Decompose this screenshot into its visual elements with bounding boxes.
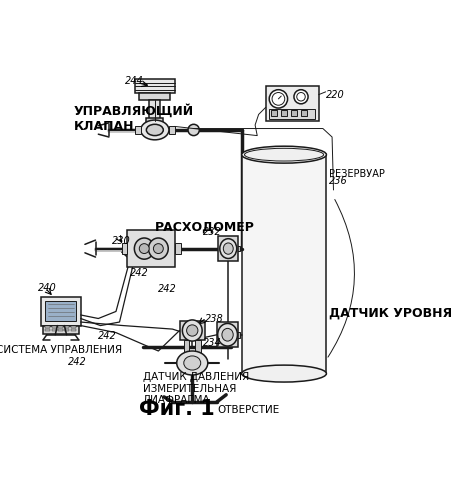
Text: 242: 242 — [98, 330, 117, 340]
Text: 230: 230 — [111, 236, 130, 246]
Text: ОТВЕРСТИЕ: ОТВЕРСТИЕ — [216, 406, 279, 415]
Ellipse shape — [221, 328, 233, 341]
Bar — [216, 322, 238, 347]
Bar — [300, 110, 306, 116]
Ellipse shape — [241, 365, 326, 382]
Text: УПРАВЛЯЮЩИЙ
КЛАПАН: УПРАВЛЯЮЩИЙ КЛАПАН — [74, 104, 193, 132]
Ellipse shape — [219, 238, 236, 258]
Bar — [135, 79, 174, 93]
Bar — [58, 326, 63, 328]
Ellipse shape — [146, 124, 163, 136]
Bar — [42, 326, 79, 334]
Ellipse shape — [293, 90, 308, 104]
Ellipse shape — [188, 124, 199, 136]
Ellipse shape — [241, 146, 326, 163]
Bar — [149, 100, 160, 121]
Ellipse shape — [296, 92, 304, 101]
Bar — [135, 126, 140, 134]
Text: 240: 240 — [38, 283, 57, 293]
Text: 234: 234 — [202, 338, 221, 348]
Bar — [41, 298, 80, 326]
Bar — [265, 86, 318, 122]
Text: 244: 244 — [125, 76, 143, 86]
Text: ДАТЧИК УРОВНЯ: ДАТЧИК УРОВНЯ — [328, 306, 451, 320]
Bar — [290, 110, 296, 116]
Bar — [169, 126, 174, 134]
Bar — [146, 118, 163, 125]
Bar — [179, 320, 204, 340]
Ellipse shape — [269, 90, 287, 108]
Bar — [269, 109, 314, 118]
Bar — [241, 154, 326, 374]
Text: РАСХОДОМЕР: РАСХОДОМЕР — [155, 220, 254, 234]
Bar — [71, 329, 76, 331]
Ellipse shape — [272, 92, 284, 105]
Ellipse shape — [217, 324, 237, 346]
Text: 242: 242 — [158, 284, 177, 294]
Text: 232: 232 — [202, 228, 221, 237]
Bar — [71, 326, 76, 328]
Bar — [236, 246, 239, 252]
Bar — [51, 326, 56, 328]
Ellipse shape — [182, 320, 202, 341]
Ellipse shape — [176, 351, 207, 375]
Bar — [139, 93, 170, 100]
Bar — [281, 110, 286, 116]
Text: 236: 236 — [328, 176, 347, 186]
Ellipse shape — [148, 238, 168, 259]
Bar — [195, 340, 200, 354]
Text: СИСТЕМА УПРАВЛЕНИЯ: СИСТЕМА УПРАВЛЕНИЯ — [0, 344, 122, 354]
Ellipse shape — [186, 325, 198, 336]
Bar — [127, 230, 175, 267]
Bar — [271, 110, 276, 116]
Ellipse shape — [153, 244, 163, 254]
Text: 238: 238 — [204, 314, 223, 324]
Bar — [45, 326, 50, 328]
Text: 220: 220 — [325, 90, 344, 100]
Bar — [236, 332, 239, 338]
Ellipse shape — [134, 238, 154, 259]
Bar — [51, 329, 56, 331]
Text: Фиг. 1: Фиг. 1 — [138, 400, 214, 419]
Text: 242: 242 — [130, 268, 148, 278]
Ellipse shape — [139, 244, 149, 254]
Text: ДАТЧИК ДАВЛЕНИЯ
ИЗМЕРИТЕЛЬНАЯ
ДИАФРАГМА: ДАТЧИК ДАВЛЕНИЯ ИЗМЕРИТЕЛЬНАЯ ДИАФРАГМА — [143, 372, 249, 406]
Bar — [58, 329, 63, 331]
Text: РЕЗЕРВУАР: РЕЗЕРВУАР — [328, 169, 384, 179]
Bar — [64, 326, 69, 328]
Bar — [175, 243, 180, 254]
Bar — [45, 301, 76, 320]
Bar — [45, 329, 50, 331]
Bar — [218, 236, 238, 262]
Ellipse shape — [223, 243, 233, 254]
Ellipse shape — [140, 120, 169, 140]
Bar — [184, 340, 189, 354]
Bar — [121, 243, 127, 254]
Text: 242: 242 — [68, 358, 87, 368]
Ellipse shape — [184, 356, 200, 370]
Bar — [64, 329, 69, 331]
